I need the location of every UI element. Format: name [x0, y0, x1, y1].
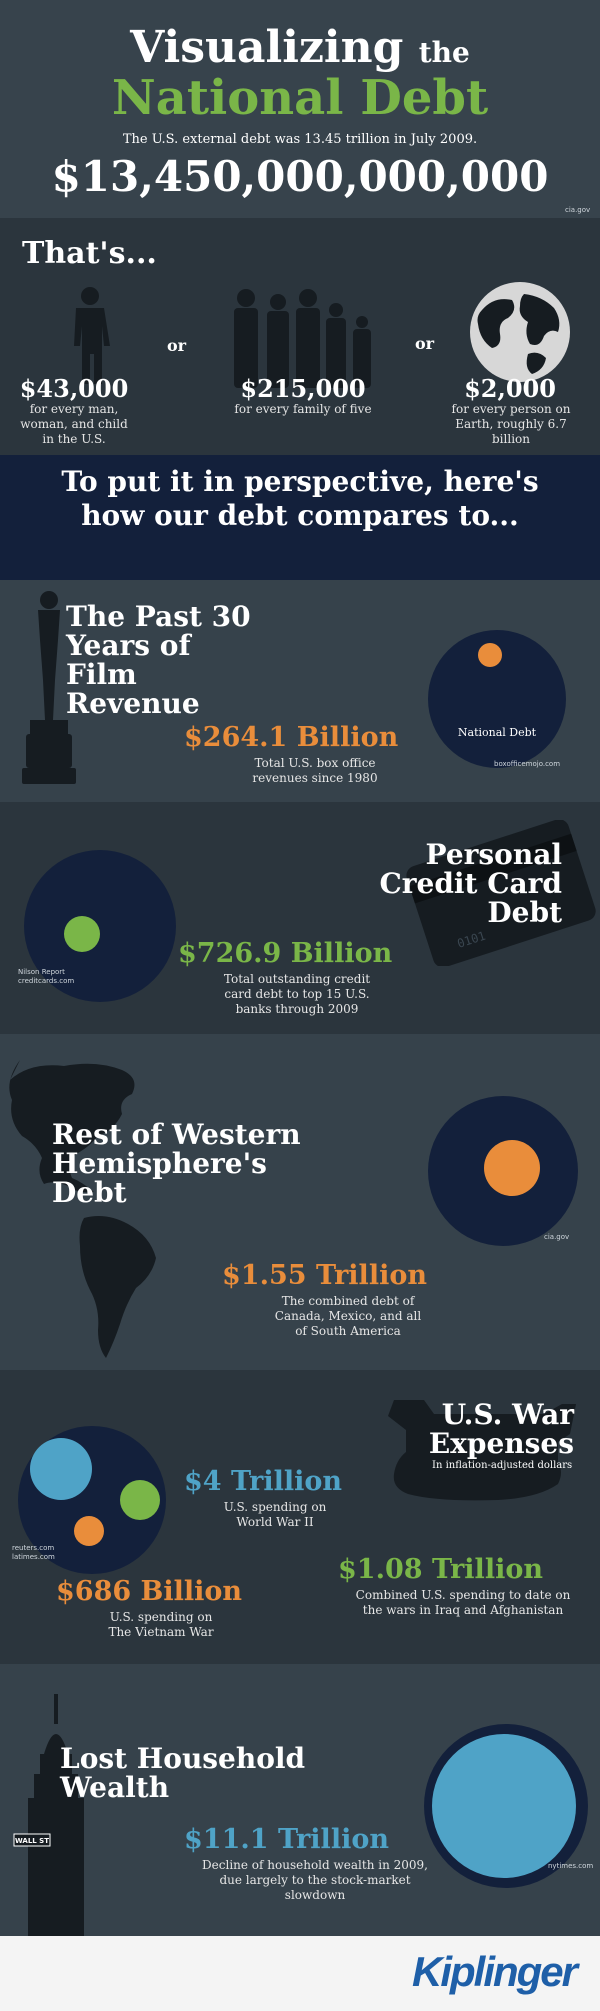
- footer-section: Kiplinger: [0, 1936, 600, 2011]
- ww2-amount: $4 Trillion: [184, 1466, 342, 1497]
- western-desc: The combined debt of Canada, Mexico, and…: [274, 1294, 422, 1338]
- credit-amount: $726.9 Billion: [178, 938, 393, 969]
- per-family-amount: $215,000: [240, 374, 366, 403]
- per-person-desc: for every man, woman, and child in the U…: [20, 402, 128, 446]
- iraq-amount: $1.08 Trillion: [338, 1554, 543, 1585]
- per-person-amount: $43,000: [19, 374, 129, 403]
- person-silhouette-icon: [74, 287, 110, 384]
- film-revenue-dot: [478, 643, 502, 667]
- or-label-2: or: [415, 334, 435, 353]
- family-silhouette-icon: [234, 289, 371, 388]
- title-line2: National Debt: [111, 70, 489, 126]
- header-section: Visualizing the National Debt The U.S. e…: [0, 0, 600, 218]
- or-label-1: or: [167, 336, 187, 355]
- vietnam-amount: $686 Billion: [56, 1576, 243, 1607]
- kiplinger-logo[interactable]: Kiplinger: [412, 1948, 578, 1995]
- vietnam-dot: [74, 1516, 104, 1546]
- per-earth-desc: for every person on Earth, roughly 6.7 b…: [451, 402, 571, 446]
- war-source-1: reuters.com: [12, 1544, 55, 1552]
- credit-source-1: Nilson Report: [18, 968, 65, 976]
- credit-section: 0101 Personal Credit Card Debt $726.9 Bi…: [0, 802, 600, 1034]
- vietnam-desc: U.S. spending on The Vietnam War: [108, 1610, 214, 1639]
- wealth-amount: $11.1 Trillion: [184, 1824, 389, 1855]
- western-source: cia.gov: [544, 1233, 570, 1241]
- iraq-dot: [120, 1480, 160, 1520]
- credit-title: Personal Credit Card Debt: [379, 838, 562, 929]
- ww2-desc: U.S. spending on World War II: [223, 1500, 327, 1529]
- war-subtitle: In inflation-adjusted dollars: [432, 1460, 573, 1471]
- tank-icon: [388, 1400, 576, 1501]
- war-source-2: latimes.com: [12, 1553, 55, 1561]
- film-title: The Past 30 Years of Film Revenue: [66, 600, 251, 720]
- credit-card-icon: 0101: [406, 820, 596, 966]
- western-dot: [484, 1140, 540, 1196]
- iraq-desc: Combined U.S. spending to date on the wa…: [355, 1588, 571, 1617]
- wealth-section: WALL ST Lost Household Wealth nytimes.co…: [0, 1664, 600, 1936]
- film-section: The Past 30 Years of Film Revenue $264.1…: [0, 580, 600, 802]
- credit-desc: Total outstanding credit card debt to to…: [223, 972, 371, 1016]
- thats-section: That's... or or $43,000 for every man, w…: [0, 218, 600, 455]
- credit-debt-circle: [24, 850, 176, 1002]
- western-title: Rest of Western Hemisphere's Debt: [52, 1118, 301, 1209]
- western-section: Rest of Western Hemisphere's Debt cia.go…: [0, 1034, 600, 1370]
- perspective-heading: To put it in perspective, here's how our…: [61, 465, 539, 532]
- globe-icon: [470, 282, 570, 382]
- national-debt-label: National Debt: [457, 726, 537, 739]
- film-desc: Total U.S. box office revenues since 198…: [252, 756, 378, 785]
- wealth-dot: [432, 1734, 576, 1878]
- per-earth-amount: $2,000: [464, 374, 556, 403]
- perspective-section: To put it in perspective, here's how our…: [0, 455, 600, 580]
- wealth-desc: Decline of household wealth in 2009, due…: [202, 1858, 428, 1902]
- ww2-dot: [30, 1438, 92, 1500]
- americas-map-icon: [9, 1060, 156, 1358]
- wealth-title: Lost Household Wealth: [60, 1742, 306, 1804]
- credit-card-dot: [64, 916, 100, 952]
- per-family-desc: for every family of five: [234, 402, 372, 416]
- big-debt-number: $13,450,000,000,000: [51, 152, 549, 201]
- skyscraper-icon: WALL ST: [13, 1694, 84, 1936]
- svg-text:WALL ST: WALL ST: [15, 1837, 49, 1845]
- war-section: U.S. War Expenses In inflation-adjusted …: [0, 1370, 600, 1664]
- header-subtitle: The U.S. external debt was 13.45 trillio…: [122, 132, 478, 147]
- war-title: U.S. War Expenses: [428, 1398, 574, 1460]
- thats-heading: That's...: [22, 236, 157, 271]
- western-amount: $1.55 Trillion: [222, 1260, 427, 1291]
- title-line1: Visualizing the: [130, 22, 470, 73]
- film-amount: $264.1 Billion: [184, 722, 399, 753]
- film-source: boxofficemojo.com: [494, 760, 561, 768]
- credit-source-2: creditcards.com: [18, 977, 75, 985]
- oscar-statue-icon: [22, 591, 76, 784]
- header-source: cia.gov: [565, 206, 591, 214]
- wealth-source: nytimes.com: [548, 1862, 594, 1870]
